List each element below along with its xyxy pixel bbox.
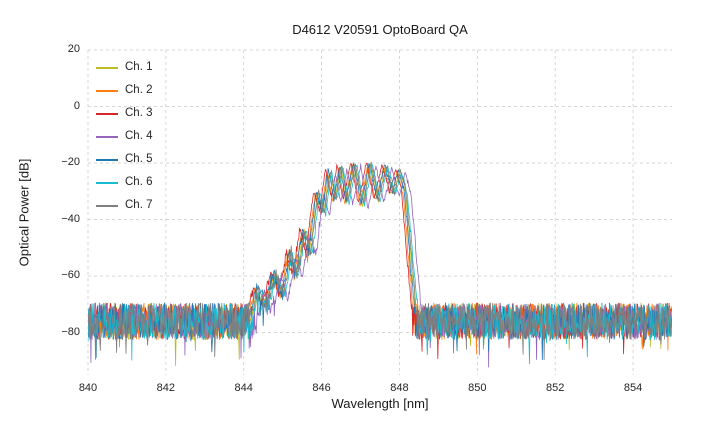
legend-item: Ch. 3 xyxy=(96,106,153,121)
legend-line-swatch xyxy=(96,66,118,69)
legend-item: Ch. 1 xyxy=(96,60,153,75)
y-tick-label: −60 xyxy=(61,269,80,282)
chart-title: D4612 V20591 OptoBoard QA xyxy=(292,22,468,37)
legend-item-label: Ch. 6 xyxy=(125,176,153,188)
x-tick-label: 854 xyxy=(623,382,643,394)
x-tick-label: 842 xyxy=(156,382,176,394)
y-axis-label: Optical Power [dB] xyxy=(16,158,32,267)
legend-item: Ch. 6 xyxy=(96,175,153,190)
legend-item-label: Ch. 4 xyxy=(125,130,153,142)
legend-item-label: Ch. 3 xyxy=(125,107,153,119)
legend-item-label: Ch. 1 xyxy=(125,61,153,73)
y-tick-label: −40 xyxy=(61,212,80,225)
legend-line-swatch xyxy=(96,89,118,92)
y-tick-label: −80 xyxy=(61,325,80,338)
x-axis-label: Wavelength [nm] xyxy=(331,396,429,411)
legend-item: Ch. 2 xyxy=(96,83,153,98)
x-tick-label: 852 xyxy=(546,382,565,394)
y-tick-label: −20 xyxy=(61,156,80,169)
legend-item-label: Ch. 2 xyxy=(125,84,153,96)
legend-item: Ch. 5 xyxy=(96,152,153,167)
legend-line-swatch xyxy=(96,135,118,138)
x-tick-label: 840 xyxy=(78,382,98,394)
legend-line-swatch xyxy=(96,204,118,207)
legend-item-label: Ch. 7 xyxy=(125,199,153,211)
x-tick-label: 844 xyxy=(234,382,253,394)
legend: Ch. 1 Ch. 2 Ch. 3 Ch. 4 Ch. 5 Ch. 6 Ch. 7 xyxy=(96,60,153,213)
legend-item-label: Ch. 5 xyxy=(125,153,153,165)
y-tick-label: 20 xyxy=(67,43,80,55)
x-tick-label: 846 xyxy=(312,382,331,394)
legend-item: Ch. 7 xyxy=(96,198,153,213)
legend-line-swatch xyxy=(96,181,118,184)
x-tick-label: 850 xyxy=(468,382,487,394)
legend-line-swatch xyxy=(96,158,118,161)
y-tick-label: 0 xyxy=(73,99,80,112)
legend-line-swatch xyxy=(96,112,118,115)
legend-item: Ch. 4 xyxy=(96,129,153,144)
x-tick-label: 848 xyxy=(390,382,409,394)
